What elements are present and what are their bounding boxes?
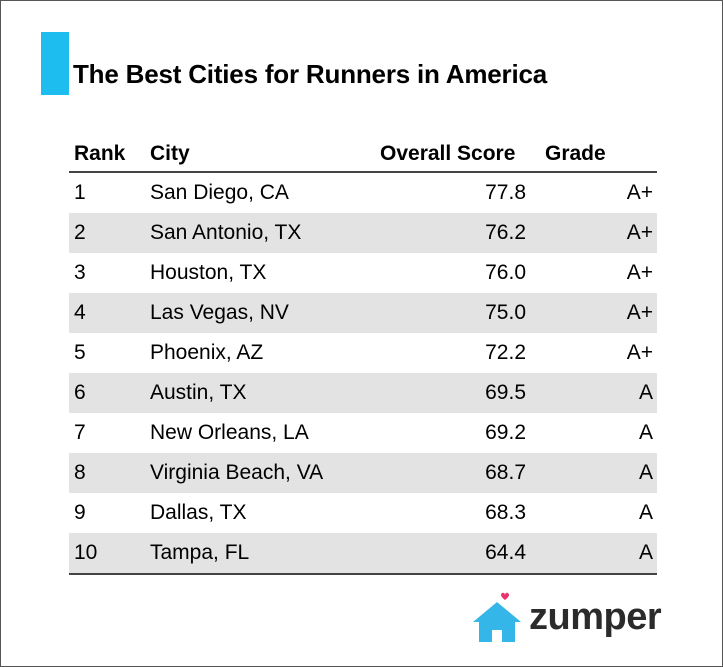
column-header-score: Overall Score [375, 137, 540, 173]
cell-city: Phoenix, AZ [150, 341, 264, 364]
cell-rank: 10 [69, 533, 145, 575]
cell-city: Virginia Beach, VA [145, 453, 375, 493]
column-header-rank: Rank [69, 137, 145, 173]
table-row: 3 Houston, TX 76.0 A+ [69, 253, 657, 293]
table-row: 7 New Orleans, LA 69.2 A [69, 413, 657, 453]
cell-grade: A+ [540, 213, 657, 253]
table-row: 1 San Diego, CA 77.8 A+ [69, 172, 657, 213]
table-row: 6 Austin, TX 69.5 A [69, 373, 657, 413]
cell-rank: 8 [69, 453, 145, 493]
cell-city: Dallas, TX [150, 501, 247, 524]
column-header-city: City [145, 137, 375, 173]
table-row: 8 Virginia Beach, VA 68.7 A [69, 453, 657, 493]
table-header-row: Rank City Overall Score Grade [69, 137, 657, 173]
cell-city: Austin, TX [145, 373, 375, 413]
cell-score: 76.0 [485, 261, 526, 284]
table-row: 2 San Antonio, TX 76.2 A+ [69, 213, 657, 253]
cell-score: 69.2 [485, 421, 526, 444]
cell-score: 64.4 [375, 533, 540, 575]
house-heart-icon [473, 592, 521, 642]
table-row: 9 Dallas, TX 68.3 A [69, 493, 657, 533]
cell-grade: A [540, 453, 657, 493]
table-body: 1 San Diego, CA 77.8 A+ 2 San Antonio, TX 76.2… [69, 172, 657, 575]
cell-city: Houston, TX [150, 261, 267, 284]
cell-grade: A [540, 533, 657, 575]
cell-grade: A [638, 421, 653, 444]
cell-grade: A [540, 373, 657, 413]
cell-city: Tampa, FL [145, 533, 375, 575]
cell-rank: 9 [74, 501, 86, 524]
cell-score: 77.8 [485, 181, 526, 204]
cell-city: San Antonio, TX [145, 213, 375, 253]
zumper-logo: zumper [471, 589, 662, 645]
table-row: 10 Tampa, FL 64.4 A [69, 533, 657, 575]
cell-score: 69.5 [375, 373, 540, 413]
cell-score: 68.3 [485, 501, 526, 524]
logo-wordmark: zumper [529, 595, 662, 638]
cell-city: New Orleans, LA [150, 421, 309, 444]
cell-city: Las Vegas, NV [145, 293, 375, 333]
table-row: 5 Phoenix, AZ 72.2 A+ [69, 333, 657, 373]
cell-score: 75.0 [375, 293, 540, 333]
cell-rank: 3 [74, 261, 86, 284]
title-accent-bar [41, 32, 69, 95]
cell-grade: A+ [626, 261, 653, 284]
cell-score: 76.2 [375, 213, 540, 253]
column-header-grade: Grade [540, 137, 657, 173]
cell-grade: A+ [626, 181, 653, 204]
cell-grade: A+ [540, 293, 657, 333]
table-row: 4 Las Vegas, NV 75.0 A+ [69, 293, 657, 333]
cell-rank: 1 [74, 181, 86, 204]
cell-city: San Diego, CA [150, 181, 289, 204]
cell-rank: 7 [74, 421, 86, 444]
rankings-table: Rank City Overall Score Grade 1 San Diego… [69, 137, 657, 575]
cell-grade: A+ [626, 341, 653, 364]
cell-rank: 2 [69, 213, 145, 253]
cell-rank: 5 [74, 341, 86, 364]
cell-score: 72.2 [485, 341, 526, 364]
chart-title: The Best Cities for Runners in America [73, 59, 547, 89]
cell-grade: A [638, 501, 653, 524]
cell-score: 68.7 [375, 453, 540, 493]
cell-rank: 4 [69, 293, 145, 333]
cell-rank: 6 [69, 373, 145, 413]
